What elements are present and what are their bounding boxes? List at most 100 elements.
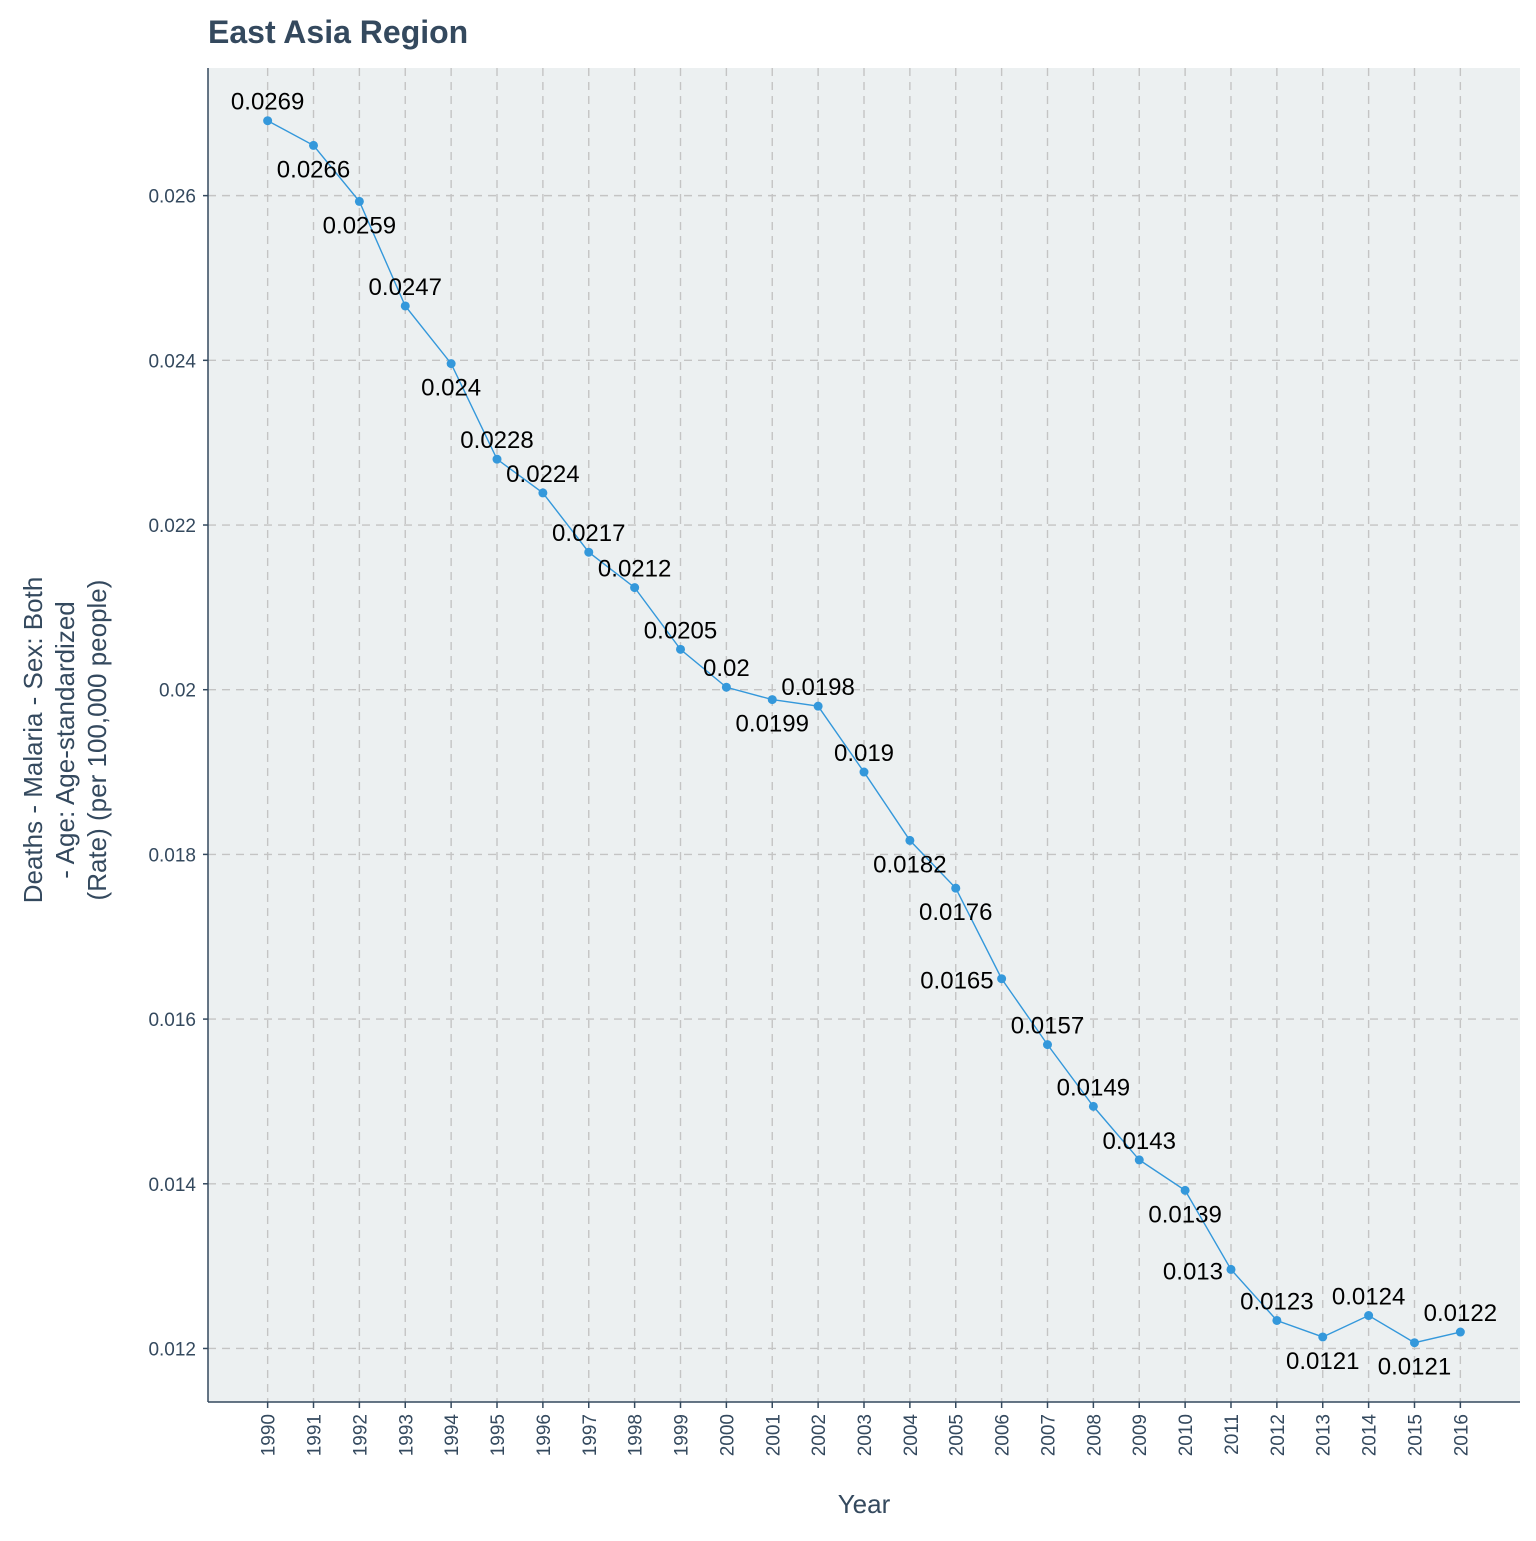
x-tick-label: 2006: [993, 1414, 1014, 1456]
data-label-1993: 0.0247: [369, 274, 442, 301]
data-point-1991: [309, 140, 319, 150]
y-tick-label: 0.016: [148, 1010, 196, 1031]
x-tick-label: 1993: [396, 1414, 417, 1456]
y-tick-label: 0.012: [148, 1339, 196, 1360]
x-tick-label: 2010: [1176, 1414, 1197, 1456]
x-tick-label: 1999: [672, 1414, 693, 1456]
data-point-2006: [997, 974, 1007, 984]
x-tick-label: 1992: [350, 1414, 371, 1456]
data-point-2008: [1088, 1101, 1098, 1111]
data-label-1996: 0.0224: [506, 461, 579, 488]
y-axis-title-line-3: (Rate) (per 100,000 people): [82, 580, 112, 901]
data-point-2011: [1226, 1264, 1236, 1274]
data-point-1993: [400, 301, 410, 311]
x-tick-label: 1990: [259, 1414, 280, 1456]
chart-title: East Asia Region: [208, 14, 468, 50]
data-label-1998: 0.0212: [598, 556, 671, 583]
data-label-2006: 0.0165: [920, 968, 993, 995]
data-point-1992: [354, 196, 364, 206]
x-axis-title: Year: [838, 1489, 891, 1519]
data-label-2013: 0.0121: [1286, 1348, 1359, 1375]
x-tick-label: 2005: [947, 1414, 968, 1456]
x-tick-label: 2016: [1451, 1414, 1472, 1456]
data-point-2005: [951, 883, 961, 893]
y-axis-title: Deaths - Malaria - Sex: Both - Age: Age-…: [18, 577, 112, 904]
data-point-2013: [1318, 1332, 1328, 1342]
x-tick-label: 2009: [1130, 1414, 1151, 1456]
x-tick-label: 1996: [534, 1414, 555, 1456]
data-label-2001: 0.0199: [736, 711, 809, 738]
x-axis-ticks: 1990 1991 1992 1993 1994 1995 1996 1997 1998 1999…: [259, 1402, 1472, 1457]
data-point-1995: [492, 454, 502, 464]
data-point-2014: [1364, 1311, 1374, 1321]
x-tick-label: 2000: [717, 1414, 738, 1456]
data-label-2016: 0.0122: [1424, 1300, 1497, 1327]
data-point-1997: [584, 547, 594, 557]
x-tick-label: 1998: [626, 1414, 647, 1456]
data-label-2005: 0.0176: [919, 899, 992, 926]
data-point-1990: [263, 116, 273, 126]
data-label-1990: 0.0269: [231, 89, 304, 116]
data-point-1996: [538, 488, 548, 498]
data-label-2004: 0.0182: [873, 851, 946, 878]
y-tick-label: 0.024: [148, 351, 196, 372]
data-point-2001: [767, 695, 777, 705]
data-label-2008: 0.0149: [1057, 1074, 1130, 1101]
data-label-2000: 0.02: [703, 655, 750, 682]
x-tick-label: 2014: [1360, 1414, 1381, 1457]
x-tick-label: 2015: [1405, 1414, 1426, 1456]
data-label-2012: 0.0123: [1240, 1288, 1313, 1315]
y-tick-label: 0.026: [148, 187, 196, 208]
data-point-2010: [1180, 1185, 1190, 1195]
x-tick-label: 2012: [1268, 1414, 1289, 1456]
y-axis-ticks: 0.012 0.014 0.016 0.018 0.02 0.022 0.024 0.026: [148, 187, 208, 1360]
grid-lines: [208, 68, 1520, 1402]
x-tick-label: 2008: [1084, 1414, 1105, 1456]
data-point-2004: [905, 835, 915, 845]
data-point-2012: [1272, 1315, 1282, 1325]
data-point-2000: [721, 682, 731, 692]
data-point-2016: [1455, 1327, 1465, 1337]
x-tick-label: 2013: [1314, 1414, 1335, 1456]
x-tick-label: 2004: [901, 1414, 922, 1457]
data-label-2009: 0.0143: [1103, 1128, 1176, 1155]
data-label-2002: 0.0198: [781, 674, 854, 701]
x-tick-label: 1991: [305, 1414, 326, 1456]
data-point-1999: [676, 644, 686, 654]
data-point-2003: [859, 767, 869, 777]
data-label-1992: 0.0259: [323, 212, 396, 239]
data-label-1997: 0.0217: [552, 520, 625, 547]
data-point-1994: [446, 359, 456, 369]
data-label-2011: 0.013: [1163, 1258, 1223, 1285]
x-tick-label: 2003: [855, 1414, 876, 1456]
data-label-2014: 0.0124: [1332, 1284, 1405, 1311]
x-tick-label: 1994: [442, 1414, 463, 1457]
data-point-2002: [813, 701, 823, 711]
data-label-2003: 0.019: [834, 740, 894, 767]
x-tick-label: 2002: [809, 1414, 830, 1456]
data-point-2009: [1134, 1155, 1144, 1165]
data-point-2007: [1042, 1040, 1052, 1050]
data-labels: 0.0269 0.0266 0.0259 0.0247 0.024 0.0228 0.022…: [231, 89, 1497, 1381]
y-tick-label: 0.018: [148, 845, 196, 866]
y-axis-title-line-2: - Age: Age-standardized: [50, 601, 80, 879]
data-label-2010: 0.0139: [1148, 1201, 1221, 1228]
data-point-1998: [630, 583, 640, 593]
y-tick-label: 0.02: [159, 681, 196, 702]
data-label-1991: 0.0266: [277, 156, 350, 183]
series-east-asia: [263, 116, 1465, 1348]
data-label-2007: 0.0157: [1011, 1013, 1084, 1040]
x-tick-label: 2007: [1038, 1414, 1059, 1456]
data-point-2015: [1409, 1338, 1419, 1348]
data-label-1999: 0.0205: [644, 617, 717, 644]
x-tick-label: 1995: [488, 1414, 509, 1456]
data-label-2015: 0.0121: [1378, 1354, 1451, 1381]
y-tick-label: 0.014: [148, 1175, 196, 1196]
x-tick-label: 2011: [1222, 1414, 1243, 1455]
y-tick-label: 0.022: [148, 516, 196, 537]
x-tick-label: 1997: [580, 1414, 601, 1456]
x-tick-label: 2001: [763, 1414, 784, 1456]
y-axis-title-line-1: Deaths - Malaria - Sex: Both: [18, 577, 48, 904]
data-label-1994: 0.024: [421, 375, 481, 402]
